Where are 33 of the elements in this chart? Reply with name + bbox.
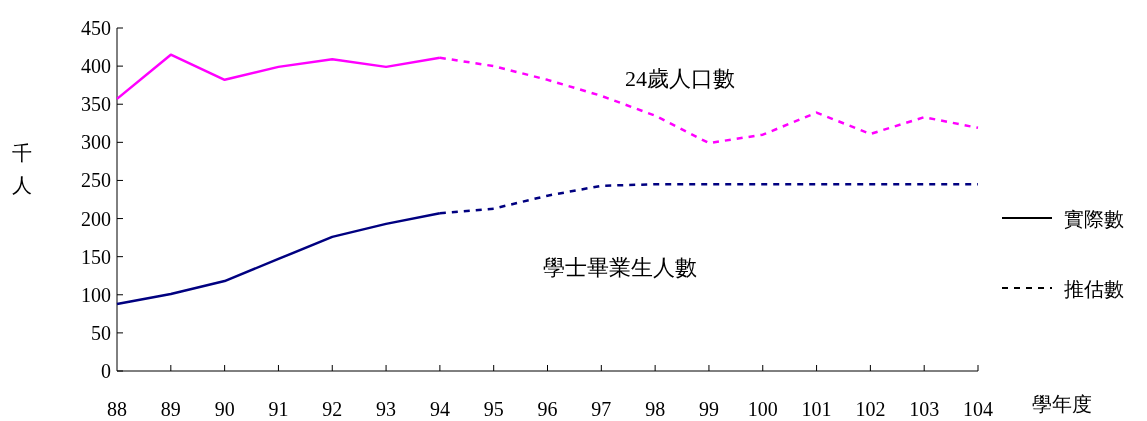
text: 推估數 — [1064, 278, 1124, 300]
text: 24歲人口數 — [625, 66, 735, 91]
x-tick-label: 89 — [160, 398, 181, 420]
x-tick-label: 91 — [268, 398, 289, 420]
x-tick-label: 93 — [376, 398, 397, 420]
x-tick-label: 90 — [214, 398, 235, 420]
y-tick-label: 100 — [81, 283, 111, 306]
y-tick-label: 400 — [81, 55, 111, 78]
x-tick-label: 97 — [591, 398, 612, 420]
x-tick-label: 100 — [747, 398, 778, 420]
text: 實際數 — [1064, 208, 1124, 230]
y-tick-label: 0 — [101, 360, 111, 382]
y-tick-label: 250 — [81, 169, 111, 192]
y-tick-label: 350 — [81, 93, 111, 116]
x-tick-label: 88 — [107, 398, 127, 420]
y-tick-label: 150 — [81, 245, 111, 268]
y-tick-label: 200 — [81, 207, 111, 230]
x-tick-label: 103 — [909, 398, 940, 420]
text: 學士畢業生人數 — [543, 255, 697, 280]
y-tick-label: 50 — [91, 321, 111, 344]
x-tick-label: 92 — [322, 398, 343, 420]
x-tick-label: 98 — [645, 398, 666, 420]
x-tick-label: 101 — [801, 398, 832, 420]
x-tick-label: 95 — [483, 398, 504, 420]
x-tick-label: 96 — [537, 398, 558, 420]
y-tick-label: 450 — [81, 17, 111, 39]
x-tick-label: 104 — [963, 398, 993, 420]
y-tick-label: 300 — [81, 131, 111, 154]
x-tick-label: 99 — [698, 398, 719, 420]
x-axis-title: 學年度 — [1032, 393, 1092, 415]
x-tick-label: 102 — [855, 398, 886, 420]
x-tick-label: 94 — [429, 398, 450, 420]
y-axis-title: 千人 — [12, 142, 32, 196]
